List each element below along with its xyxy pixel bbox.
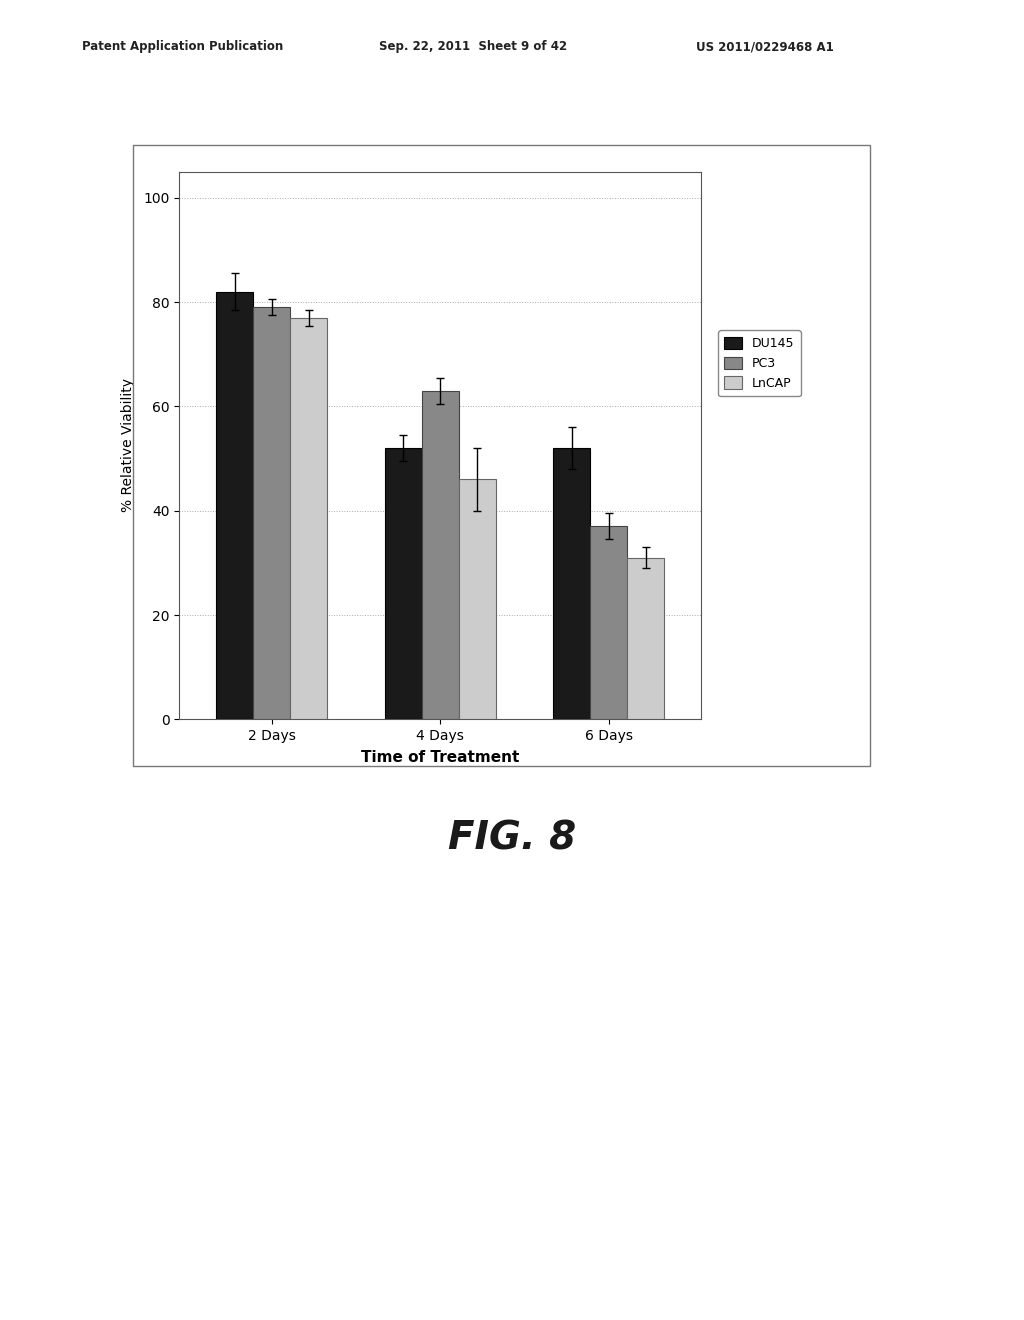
Bar [291,318,328,719]
Bar [553,447,590,719]
Text: Patent Application Publication: Patent Application Publication [82,40,284,53]
Bar [253,308,291,719]
Y-axis label: % Relative Viability: % Relative Viability [121,379,135,512]
Bar [385,447,422,719]
Bar [422,391,459,719]
Bar [590,527,628,719]
Bar [216,292,253,719]
Bar [628,557,665,719]
Legend: DU145, PC3, LnCAP: DU145, PC3, LnCAP [718,330,801,396]
X-axis label: Time of Treatment: Time of Treatment [361,750,519,766]
Bar [459,479,496,719]
Text: Sep. 22, 2011  Sheet 9 of 42: Sep. 22, 2011 Sheet 9 of 42 [379,40,567,53]
Text: US 2011/0229468 A1: US 2011/0229468 A1 [696,40,835,53]
Text: FIG. 8: FIG. 8 [447,820,577,857]
